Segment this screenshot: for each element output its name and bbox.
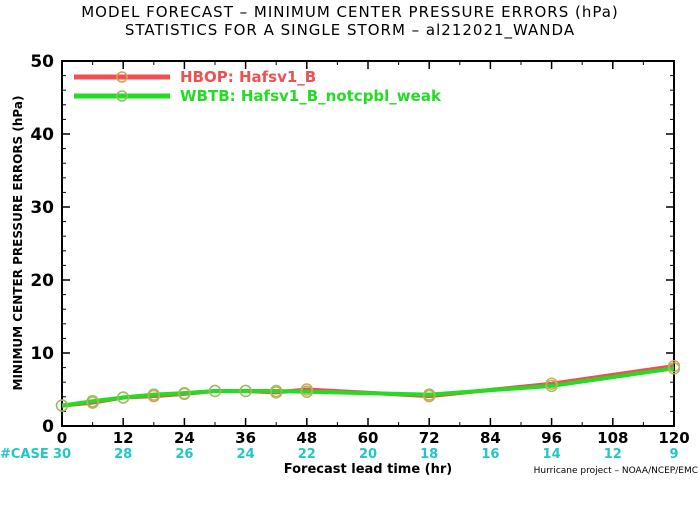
- y-tick-label: 10: [30, 344, 54, 364]
- legend: HBOP: Hafsv1_B WBTB: Hafsv1_B_notcpbl_we…: [74, 68, 442, 105]
- case-row-label: #CASE: [0, 447, 49, 462]
- y-tick-label: 40: [30, 125, 54, 145]
- series-1-point: [545, 379, 558, 393]
- legend-marker-wbtb: [116, 90, 128, 102]
- x-axis-label: Forecast lead time (hr): [284, 462, 452, 477]
- series-1-point: [55, 399, 69, 412]
- y-tick-label: 0: [42, 417, 54, 437]
- case-count: 16: [481, 447, 499, 462]
- x-tick-label: 48: [296, 429, 317, 447]
- x-tick-label: 0: [57, 429, 67, 447]
- plot-frame: [61, 60, 675, 427]
- series-1-point: [86, 394, 99, 408]
- x-tick-labels: 0 12 24 36 48 60 72 84 96 108 120: [57, 429, 690, 447]
- case-count: 30: [53, 447, 71, 462]
- case-count: 12: [604, 447, 622, 462]
- series-1-point: [208, 384, 222, 398]
- series-1-point: [270, 384, 283, 398]
- series-1-point: [423, 388, 436, 401]
- case-counts: 30 28 26 24 22 20 18 16 14 12 9: [53, 447, 679, 462]
- case-count: 24: [237, 447, 255, 462]
- y-tick-label: 50: [30, 52, 54, 72]
- x-tick-label: 108: [597, 429, 628, 447]
- series-1-point: [147, 388, 161, 401]
- y-axis-label: MINIMUM CENTER PRESSURE ERRORS (hPa): [11, 96, 25, 391]
- x-tick-label: 120: [658, 429, 689, 447]
- x-tick-label: 12: [113, 429, 134, 447]
- case-count: 14: [543, 447, 561, 462]
- series-1-point: [239, 384, 252, 398]
- case-count: 9: [669, 447, 678, 462]
- case-count: 28: [114, 447, 132, 462]
- x-tick-label: 72: [419, 429, 440, 447]
- series-1-point: [667, 362, 681, 375]
- case-count: 26: [175, 447, 193, 462]
- series-layer: [55, 359, 681, 412]
- x-tick-label: 84: [480, 429, 501, 447]
- x-tick-label: 60: [358, 429, 379, 447]
- x-tick-label: 36: [235, 429, 256, 447]
- y-tick-label: 20: [30, 271, 54, 291]
- legend-marker-hbop: [116, 71, 128, 83]
- axis-ticks: [61, 60, 675, 427]
- case-count: 20: [359, 447, 377, 462]
- x-tick-label: 96: [541, 429, 562, 447]
- y-tick-label: 30: [30, 198, 54, 218]
- series-1-point: [116, 391, 130, 404]
- credit-text: Hurricane project – NOAA/NCEP/EMC: [534, 466, 698, 476]
- series-1-point: [178, 386, 191, 400]
- x-tick-label: 24: [174, 429, 195, 447]
- chart-title: MODEL FORECAST – MINIMUM CENTER PRESSURE…: [81, 3, 619, 21]
- case-count: 18: [420, 447, 438, 462]
- legend-label-wbtb: WBTB: Hafsv1_B_notcpbl_weak: [180, 87, 442, 105]
- legend-label-hbop: HBOP: Hafsv1_B: [180, 68, 316, 86]
- series-1-point: [300, 385, 313, 398]
- case-count: 22: [298, 447, 316, 462]
- y-tick-labels: 0 10 20 30 40 50: [30, 52, 54, 437]
- chart-subtitle: STATISTICS FOR A SINGLE STORM – al212021…: [125, 21, 575, 40]
